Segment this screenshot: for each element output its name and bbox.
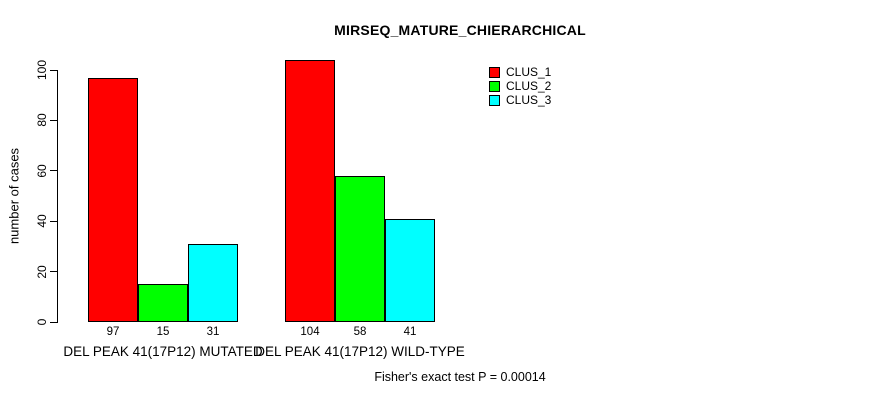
- y-tick-mark: [50, 170, 57, 172]
- bar-value-label: 15: [156, 326, 170, 338]
- bar-clus_1-group2: [285, 59, 335, 322]
- y-axis-title: number of cases: [6, 147, 22, 245]
- legend-swatch-clus_1: [489, 66, 500, 78]
- y-tick-label: 40: [35, 214, 49, 228]
- fisher-test-annotation: Fisher's exact test P = 0.00014: [374, 370, 546, 384]
- bar-clus_3-group1: [188, 243, 238, 322]
- y-tick-label: 80: [35, 113, 49, 128]
- y-tick-label: 60: [35, 164, 49, 178]
- y-tick-label: 100: [35, 59, 49, 81]
- bar-clus_2-group2: [335, 175, 385, 322]
- legend-label: CLUS_2: [506, 79, 552, 93]
- y-tick-mark: [50, 119, 57, 121]
- bar-value-label: 31: [206, 326, 220, 338]
- y-tick-mark: [50, 321, 57, 323]
- bar-clus_3-group2: [385, 218, 435, 322]
- bar-value-label: 104: [300, 326, 320, 338]
- legend-label: CLUS_3: [506, 93, 552, 107]
- bar-value-label: 97: [106, 326, 120, 338]
- y-tick-label: 20: [35, 264, 49, 279]
- bar-value-label: 41: [403, 326, 417, 338]
- chart-title: MIRSEQ_MATURE_CHIERARCHICAL: [334, 22, 586, 38]
- legend-label: CLUS_1: [506, 65, 552, 79]
- bar-clus_1-group1: [88, 77, 138, 322]
- category-label: DEL PEAK 41(17P12) MUTATED: [63, 344, 263, 359]
- y-tick-mark: [50, 220, 57, 222]
- y-tick-mark: [50, 271, 57, 273]
- legend-item-clus_3: CLUS_3: [489, 93, 551, 107]
- legend-swatch-clus_2: [489, 80, 500, 92]
- legend-item-clus_1: CLUS_1: [489, 65, 551, 79]
- y-tick-label: 0: [35, 318, 49, 326]
- y-tick-mark: [50, 69, 57, 71]
- bar-value-label: 58: [353, 326, 367, 338]
- bar-clus_2-group1: [138, 284, 188, 322]
- legend-item-clus_2: CLUS_2: [489, 79, 551, 93]
- legend: CLUS_1 CLUS_2 CLUS_3: [489, 65, 551, 107]
- legend-swatch-clus_3: [489, 94, 500, 106]
- y-axis-line: [57, 70, 58, 323]
- category-label: DEL PEAK 41(17P12) WILD-TYPE: [255, 344, 465, 359]
